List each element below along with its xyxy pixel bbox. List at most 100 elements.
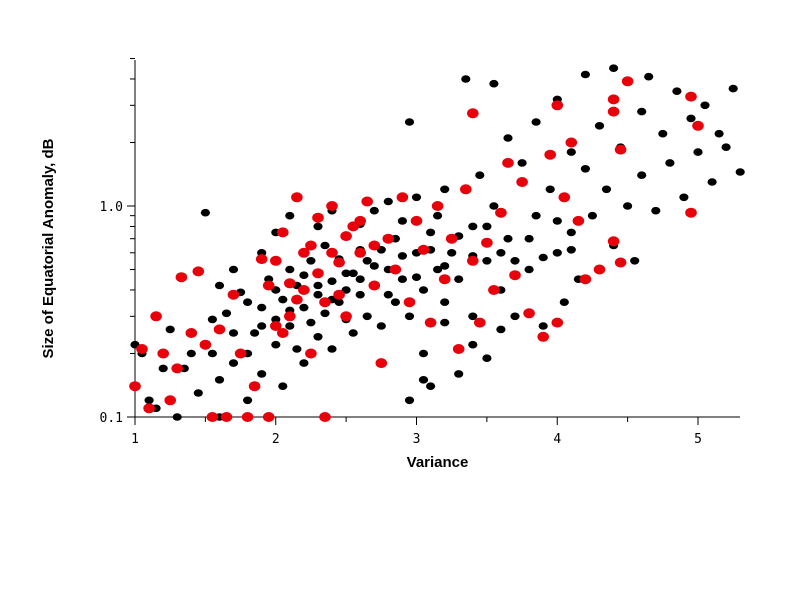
data-point-black (285, 322, 295, 330)
data-point-black (404, 396, 415, 405)
data-point-black (320, 241, 330, 250)
data-point-black (580, 70, 591, 79)
data-point-black (440, 262, 450, 270)
data-point-black (566, 228, 576, 237)
data-point-black (510, 312, 520, 321)
data-point-black (559, 298, 569, 307)
data-point-red (537, 331, 549, 342)
data-point-black (285, 265, 295, 274)
data-point-black (355, 275, 365, 284)
data-point-black (278, 295, 288, 304)
data-point-black (426, 382, 436, 391)
data-point-black (566, 246, 576, 254)
y-tick-label: 1.0 (100, 200, 123, 215)
data-point-red (438, 274, 451, 285)
data-point-black (475, 171, 485, 179)
y-axis-title: Size of Equatorial Anomaly, dB (40, 138, 57, 358)
data-point-red (523, 308, 535, 319)
data-point-black (609, 64, 619, 72)
data-point-black (369, 262, 379, 270)
data-point-black (257, 370, 267, 378)
data-point-black (461, 75, 471, 83)
data-point-black (341, 269, 351, 278)
data-point-black (679, 193, 689, 202)
x-tick-label: 2 (272, 432, 280, 447)
data-point-black (207, 349, 217, 358)
data-point-black (489, 79, 499, 88)
data-point-black (418, 286, 429, 294)
data-point-black (700, 101, 710, 110)
data-point-red (312, 212, 324, 223)
data-point-red (692, 120, 704, 131)
data-point-red (326, 247, 338, 258)
data-point-red (333, 257, 345, 268)
data-point-red (284, 311, 296, 322)
data-point-black (454, 370, 464, 378)
data-point-red (544, 149, 556, 160)
data-point-red (467, 255, 479, 266)
data-point-black (334, 298, 344, 307)
data-point-red (234, 348, 247, 359)
data-point-black (538, 253, 548, 262)
data-point-black (243, 396, 253, 405)
data-point-black (454, 275, 464, 284)
data-point-black (158, 364, 168, 373)
data-point-black (440, 318, 450, 327)
data-point-black (482, 222, 492, 231)
data-point-black (397, 217, 407, 225)
data-point-red (227, 289, 240, 300)
data-point-red (354, 215, 367, 226)
data-point-red (460, 184, 472, 195)
data-point-black (313, 333, 323, 341)
data-point-red (164, 395, 176, 406)
data-point-black (186, 349, 196, 358)
data-point-black (200, 208, 210, 217)
data-point-black (207, 315, 217, 324)
data-point-red (354, 247, 367, 258)
data-point-black (271, 340, 281, 349)
data-point-black (144, 396, 154, 405)
data-point-red (607, 106, 620, 117)
data-point-red (565, 137, 578, 148)
data-point-black (735, 168, 745, 176)
data-point-black (524, 234, 534, 243)
data-point-black (686, 114, 696, 123)
data-point-black (714, 129, 724, 138)
data-point-black (510, 257, 520, 265)
data-point-black (433, 211, 443, 220)
data-point-black (447, 249, 457, 257)
data-point-black (271, 315, 281, 324)
x-axis: 1 2 3 4 5 (131, 416, 740, 447)
data-point-red (326, 201, 338, 211)
data-point-red (143, 403, 155, 414)
data-point-red (607, 236, 620, 247)
data-point-black (468, 340, 478, 349)
data-point-black (383, 197, 393, 206)
data-point-black (228, 329, 239, 337)
data-point-black (257, 322, 267, 330)
data-point-red (220, 412, 233, 422)
data-point-black (426, 228, 436, 237)
data-point-red (572, 215, 585, 226)
data-point-black (278, 382, 288, 391)
data-point-black (623, 202, 633, 210)
data-point-black (418, 376, 429, 384)
data-point-black (397, 275, 407, 284)
data-point-red (284, 278, 296, 289)
data-point-black (637, 171, 647, 179)
data-point-black (552, 249, 562, 257)
data-point-red (481, 237, 493, 248)
data-point-red (621, 76, 634, 87)
data-point-black (362, 257, 372, 265)
x-tick-label: 1 (131, 432, 139, 447)
data-point-red (375, 358, 388, 369)
data-point-black (517, 159, 527, 167)
x-axis-title: Variance (407, 454, 469, 471)
data-point-black (313, 222, 323, 231)
data-point-red (516, 177, 528, 187)
data-point-red (305, 348, 317, 359)
data-point-black (243, 298, 253, 307)
data-point-red (551, 317, 564, 328)
data-point-black (362, 312, 372, 321)
